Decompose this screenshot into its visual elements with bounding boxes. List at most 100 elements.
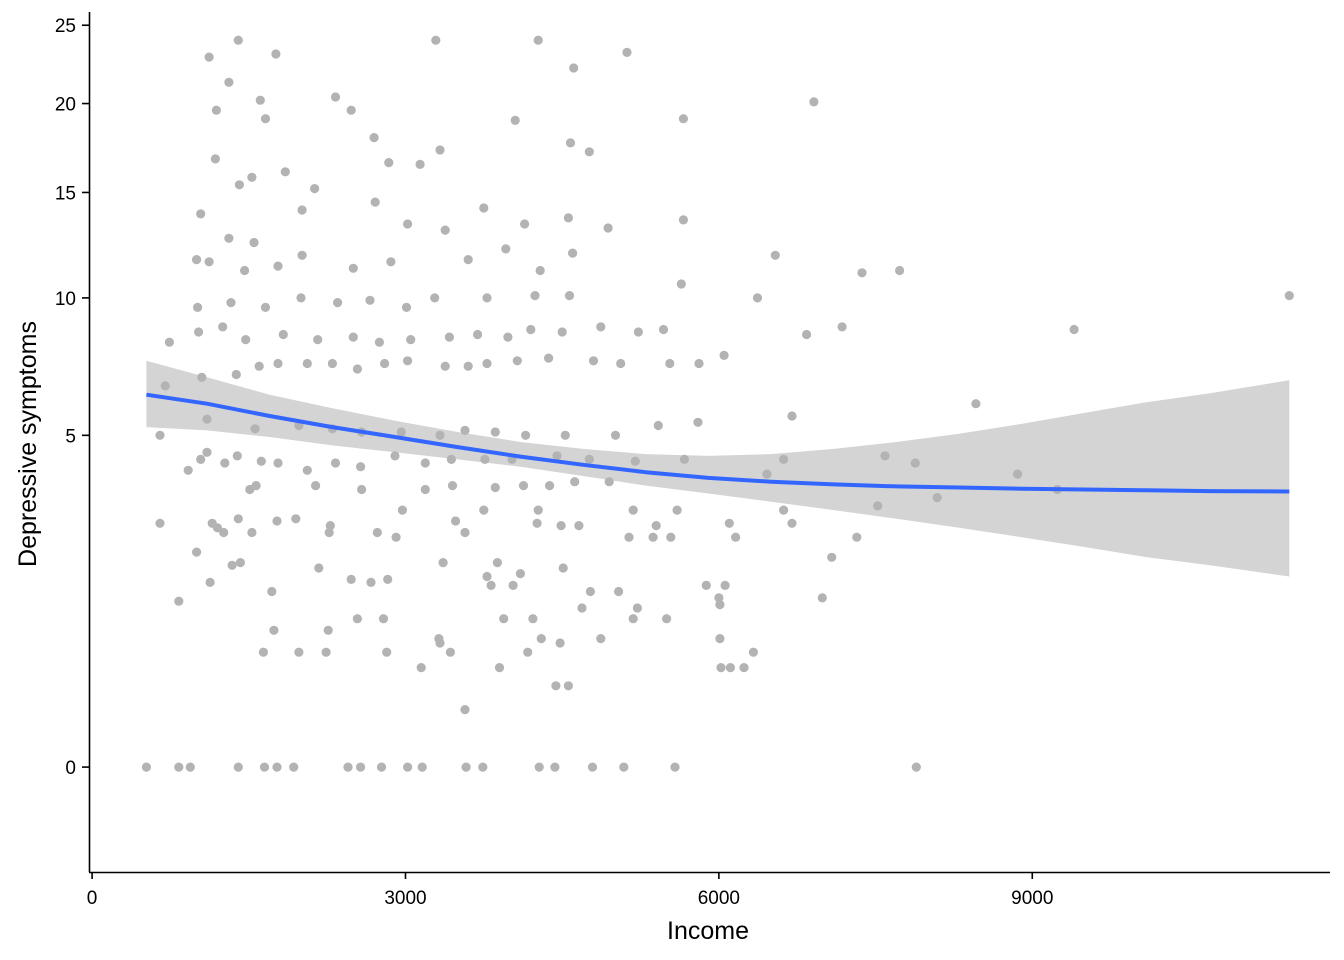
data-point [447, 481, 458, 491]
data-point [1284, 291, 1294, 301]
data-point [460, 425, 470, 435]
data-point [273, 261, 283, 271]
data-point [185, 762, 195, 772]
data-point [259, 762, 270, 772]
data-point [632, 603, 643, 613]
data-point [802, 329, 812, 340]
data-point [430, 293, 440, 303]
data-point [694, 358, 704, 369]
data-point [415, 159, 425, 169]
data-point [1069, 324, 1079, 335]
data-point [568, 248, 578, 258]
data-point [587, 762, 598, 772]
data-point [374, 337, 384, 347]
data-point [440, 361, 450, 371]
data-point [247, 172, 257, 182]
data-point [482, 358, 492, 369]
data-point [278, 329, 288, 340]
data-point [397, 505, 407, 515]
data-point [716, 663, 726, 673]
data-point [310, 184, 320, 194]
data-point [503, 332, 513, 342]
data-point [434, 634, 444, 644]
data-point [330, 92, 341, 102]
data-point [333, 298, 343, 308]
data-point [619, 762, 629, 772]
data-point [438, 558, 448, 568]
data-point [401, 302, 412, 312]
smooth-line-layer [146, 392, 1290, 494]
data-point [446, 454, 456, 464]
y-tick-label: 10 [55, 289, 76, 310]
data-point [787, 518, 797, 528]
data-point [382, 647, 392, 657]
data-point [406, 335, 416, 345]
data-point [478, 762, 488, 772]
data-point [739, 663, 749, 673]
data-point [565, 138, 576, 148]
y-axis-title: Depressive symptoms [14, 321, 42, 567]
data-point [563, 213, 574, 223]
data-point [482, 571, 492, 582]
data-point [271, 49, 281, 59]
data-point [910, 458, 920, 468]
confidence-ribbon-layer [146, 360, 1290, 577]
data-point [486, 580, 496, 591]
data-point [431, 35, 441, 45]
data-point [297, 205, 307, 215]
data-point [748, 647, 759, 657]
data-point [267, 586, 277, 597]
data-point [192, 255, 202, 265]
data-point [378, 614, 389, 624]
data-point [787, 411, 797, 421]
data-point [324, 527, 334, 538]
data-point [492, 558, 502, 568]
data-point [280, 167, 290, 177]
data-point [386, 257, 396, 267]
data-point [249, 237, 259, 248]
data-point [584, 454, 594, 464]
data-point [348, 263, 358, 273]
data-point [648, 532, 658, 542]
y-tick-label: 20 [55, 95, 76, 116]
data-point [233, 514, 243, 524]
data-point [302, 358, 312, 369]
data-point [628, 614, 638, 624]
data-point [880, 451, 890, 461]
data-point [460, 527, 470, 538]
y-tick-label: 0 [65, 758, 76, 779]
data-point [630, 456, 640, 466]
data-point [678, 114, 689, 124]
data-point [604, 477, 614, 487]
data-point [396, 427, 406, 437]
data-point [499, 614, 509, 624]
data-point [297, 250, 307, 260]
data-point [352, 364, 362, 374]
data-point [584, 147, 594, 157]
data-point [296, 293, 306, 303]
x-axis-title: Income [667, 917, 749, 945]
data-point [269, 625, 279, 635]
data-point [714, 593, 724, 603]
data-point [678, 215, 689, 225]
data-point [545, 481, 555, 491]
data-point [557, 327, 567, 337]
data-point [731, 532, 741, 542]
data-point [294, 647, 304, 657]
data-point [155, 518, 165, 528]
data-point [552, 451, 562, 461]
data-point [250, 424, 260, 434]
data-point [521, 430, 531, 440]
data-point [440, 225, 450, 235]
data-point [233, 762, 243, 772]
data-point [535, 265, 545, 276]
data-point [272, 762, 282, 772]
data-point [321, 647, 331, 657]
data-point [302, 465, 312, 475]
data-point [183, 465, 193, 475]
data-point [971, 399, 981, 409]
data-point [174, 762, 184, 772]
data-point [715, 634, 725, 644]
data-point [779, 454, 789, 464]
data-point [693, 417, 703, 427]
